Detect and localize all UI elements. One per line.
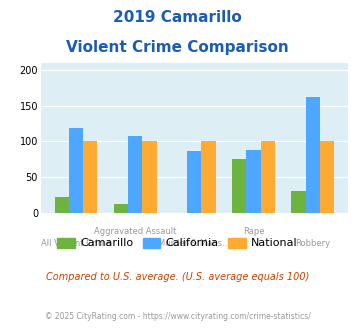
- Text: © 2025 CityRating.com - https://www.cityrating.com/crime-statistics/: © 2025 CityRating.com - https://www.city…: [45, 312, 310, 321]
- Text: Robbery: Robbery: [295, 239, 330, 248]
- Bar: [201, 141, 215, 213]
- Bar: [291, 191, 306, 213]
- Bar: [142, 141, 157, 213]
- Bar: [55, 197, 69, 213]
- Bar: [320, 141, 334, 213]
- Text: Compared to U.S. average. (U.S. average equals 100): Compared to U.S. average. (U.S. average …: [46, 272, 309, 282]
- Bar: [114, 204, 128, 213]
- Text: All Violent Crime: All Violent Crime: [41, 239, 111, 248]
- Bar: [306, 97, 320, 213]
- Bar: [69, 128, 83, 213]
- Bar: [83, 141, 97, 213]
- Text: Murder & Mans...: Murder & Mans...: [158, 239, 230, 248]
- Bar: [246, 150, 261, 213]
- Bar: [187, 150, 201, 213]
- Text: Rape: Rape: [243, 227, 264, 236]
- Bar: [128, 136, 142, 213]
- Bar: [261, 141, 275, 213]
- Text: Aggravated Assault: Aggravated Assault: [94, 227, 176, 236]
- Text: Violent Crime Comparison: Violent Crime Comparison: [66, 40, 289, 54]
- Bar: [232, 159, 246, 213]
- Text: 2019 Camarillo: 2019 Camarillo: [113, 10, 242, 25]
- Legend: Camarillo, California, National: Camarillo, California, National: [53, 233, 302, 253]
